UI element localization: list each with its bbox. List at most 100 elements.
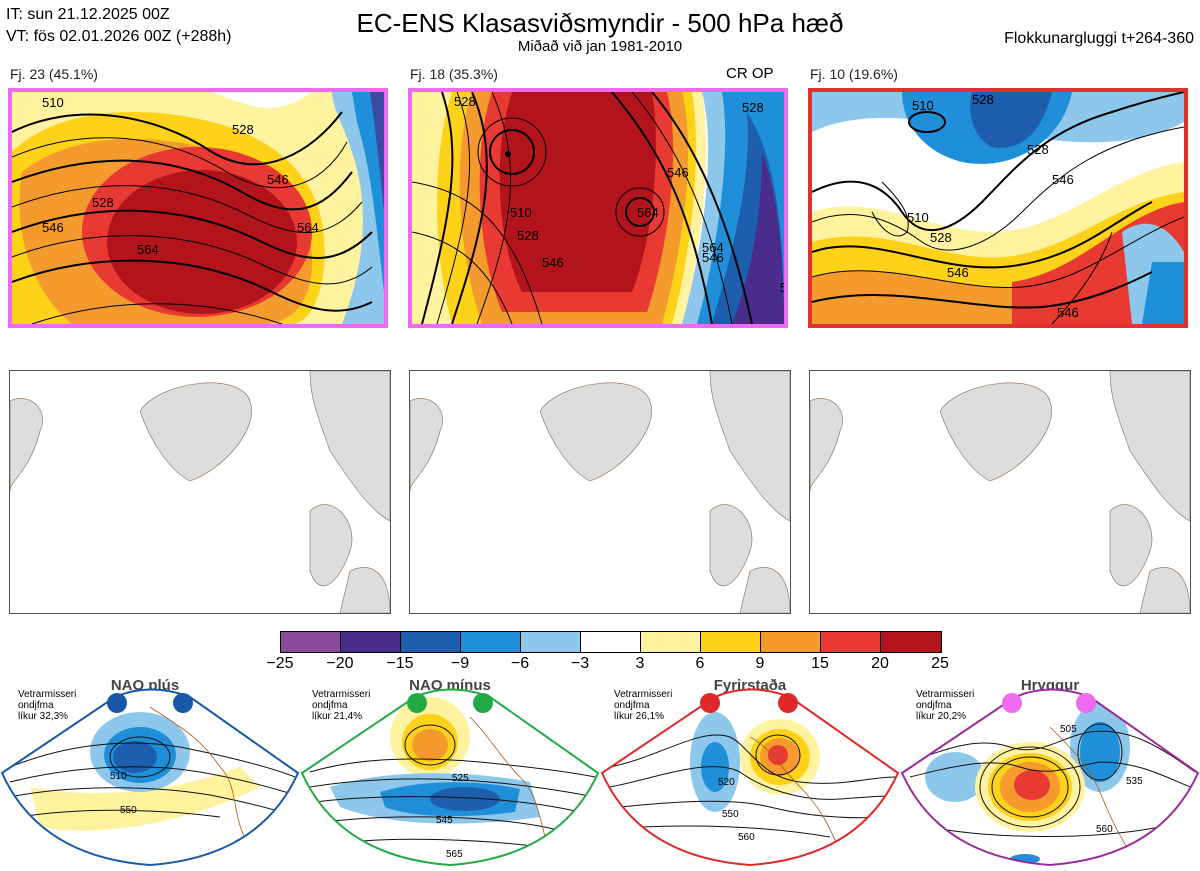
cluster-2-contour-label: 528	[517, 228, 539, 243]
colorbar-tick-label: −6	[510, 655, 530, 672]
cluster-1-map: 510 528 546 564 546 564 528	[8, 88, 388, 328]
colorbar-tick-label: −9	[450, 655, 470, 672]
regime-contour-label: 535	[1126, 776, 1143, 787]
cluster-2-contour-label: 528	[742, 100, 764, 115]
cluster-2-contour-label: 546	[780, 280, 784, 295]
valid-time: VT: fös 02.01.2026 00Z (+288h)	[6, 28, 232, 45]
regime-note: Vetrarmisseri ondjfma líkur 21,4%	[312, 689, 371, 722]
cluster-1-contour-label: 546	[267, 172, 289, 187]
regime-outline	[600, 688, 900, 867]
regime-outline	[300, 688, 600, 867]
regime-note: Vetrarmisseri ondjfma líkur 20,2%	[916, 689, 975, 722]
regime-marker	[407, 693, 427, 713]
regime-marker	[107, 693, 127, 713]
regime-contour-label: 550	[722, 809, 739, 820]
cluster-1-contour-label: 528	[92, 195, 114, 210]
base-map-3	[809, 370, 1191, 614]
cluster-3-contour-label: 528	[930, 230, 952, 245]
cluster-3-contour-label: 546	[947, 265, 969, 280]
cluster-2-contour-label: 546	[702, 250, 724, 265]
cluster-3-contour-label: 546	[1052, 172, 1074, 187]
colorbar-tick-label: −15	[386, 655, 414, 672]
cluster-3-map: 510 510 528 546 528 546 546 528	[808, 88, 1188, 328]
colorbar-tick-label: −3	[570, 655, 590, 672]
regime-marker	[700, 693, 720, 713]
colorbar-swatches	[280, 631, 942, 653]
cluster-1-contour-label: 564	[297, 220, 319, 235]
regime-marker	[173, 693, 193, 713]
regime-blocking: Fyrirstaða Vetrarmisseri ondjfma líkur 26,…	[600, 677, 900, 871]
colorbar-swatch	[341, 632, 401, 652]
colorbar-tick-label: −25	[266, 655, 294, 672]
cluster-2-contour-label: 528	[454, 94, 476, 109]
cluster-3-contour-label: 528	[972, 92, 994, 107]
cluster-2-contour-label: 546	[542, 255, 564, 270]
regime-marker	[473, 693, 493, 713]
cluster-1-contour-label: 510	[42, 95, 64, 110]
regime-outline	[900, 688, 1200, 867]
colorbar-swatch	[401, 632, 461, 652]
cluster-1-contour-label: 528	[232, 122, 254, 137]
regime-contour-label: 550	[120, 805, 137, 816]
regime-note: Vetrarmisseri ondjfma líkur 32,3%	[18, 689, 77, 722]
colorbar-swatch	[521, 632, 581, 652]
cluster-3-contour-label: 546	[1057, 305, 1079, 320]
cluster-2-contour-label: 510	[510, 205, 532, 220]
regime-contour-label: 520	[718, 777, 735, 788]
regime-outline	[0, 688, 300, 867]
regime-contour-label: 545	[436, 815, 453, 826]
colorbar: −25 −20 −15 −9 −6 −3 3 6 9 15 20 25	[266, 631, 949, 673]
regime-title: Fyrirstaða	[713, 677, 787, 694]
regime-marker	[1076, 693, 1096, 713]
colorbar-tick-label: −20	[326, 655, 354, 672]
classification-window: Flokkunargluggi t+264-360	[1004, 30, 1194, 47]
regime-title: NAO mínus	[409, 677, 491, 694]
base-map-2	[409, 370, 791, 614]
colorbar-tick-label: 15	[811, 655, 829, 672]
colorbar-swatch	[281, 632, 341, 652]
regime-marker	[778, 693, 798, 713]
regime-nao-plus: NAO plús Vetrarmisseri ondjfma líkur 32,3%…	[0, 677, 300, 871]
cluster-1-contour-label: 546	[42, 220, 64, 235]
cluster-1-contour-label: 564	[137, 242, 159, 257]
regime-contour-label: 560	[738, 832, 755, 843]
colorbar-swatch	[581, 632, 641, 652]
page-title: EC-ENS Klasasviðsmyndir - 500 hPa hæð	[356, 8, 844, 38]
colorbar-tick-label: 9	[755, 655, 765, 672]
regime-ridge: Hryggur Vetrarmisseri ondjfma líkur 20,2%	[900, 677, 1200, 871]
cluster-2-op-label: CR OP	[726, 65, 774, 82]
regime-contour-label: 525	[452, 773, 469, 784]
cluster-2-label: Fj. 18 (35.3%)	[410, 66, 498, 82]
regime-contour-label: 560	[1096, 824, 1113, 835]
regime-note: Vetrarmisseri ondjfma líkur 26,1%	[614, 689, 673, 722]
colorbar-swatch	[821, 632, 881, 652]
regime-nao-minus: NAO mínus Vetrarmisseri ondjfma líkur 21,4…	[300, 677, 600, 871]
cluster-3-contour-label: 510	[912, 98, 934, 113]
cluster-2-contour-label: 564	[637, 205, 659, 220]
colorbar-tick-label: 20	[871, 655, 889, 672]
cluster-2-contour-label: 546	[667, 165, 689, 180]
regime-marker	[1002, 693, 1022, 713]
colorbar-swatch	[461, 632, 521, 652]
page-subtitle: Miðað við jan 1981-2010	[517, 38, 683, 55]
cluster-2-map: 528 510 528 546 546 564 546 564 546 528	[408, 88, 788, 328]
regime-contour-label: 505	[1060, 724, 1077, 735]
colorbar-tick-label: 25	[931, 655, 949, 672]
colorbar-swatch	[881, 632, 941, 652]
cluster-1-label: Fj. 23 (45.1%)	[10, 66, 98, 82]
cluster-3-contour-label: 510	[907, 210, 929, 225]
colorbar-swatch	[641, 632, 701, 652]
colorbar-tick-label: 6	[695, 655, 705, 672]
header-times: IT: sun 21.12.2025 00Z VT: fös 02.01.202…	[6, 4, 231, 48]
colorbar-swatch	[701, 632, 761, 652]
regime-contour-label: 565	[446, 849, 463, 860]
base-map-1	[9, 370, 391, 614]
colorbar-swatch	[761, 632, 821, 652]
cluster-3-contour-label: 528	[1027, 142, 1049, 157]
colorbar-ticks: −25 −20 −15 −9 −6 −3 3 6 9 15 20 25	[266, 653, 948, 673]
cluster-3-label: Fj. 10 (19.6%)	[810, 66, 898, 82]
regime-contour-label: 510	[110, 771, 127, 782]
cluster-2-contour-label: 564	[702, 240, 724, 255]
initial-time: IT: sun 21.12.2025 00Z	[6, 6, 170, 23]
colorbar-tick-label: 3	[635, 655, 645, 672]
